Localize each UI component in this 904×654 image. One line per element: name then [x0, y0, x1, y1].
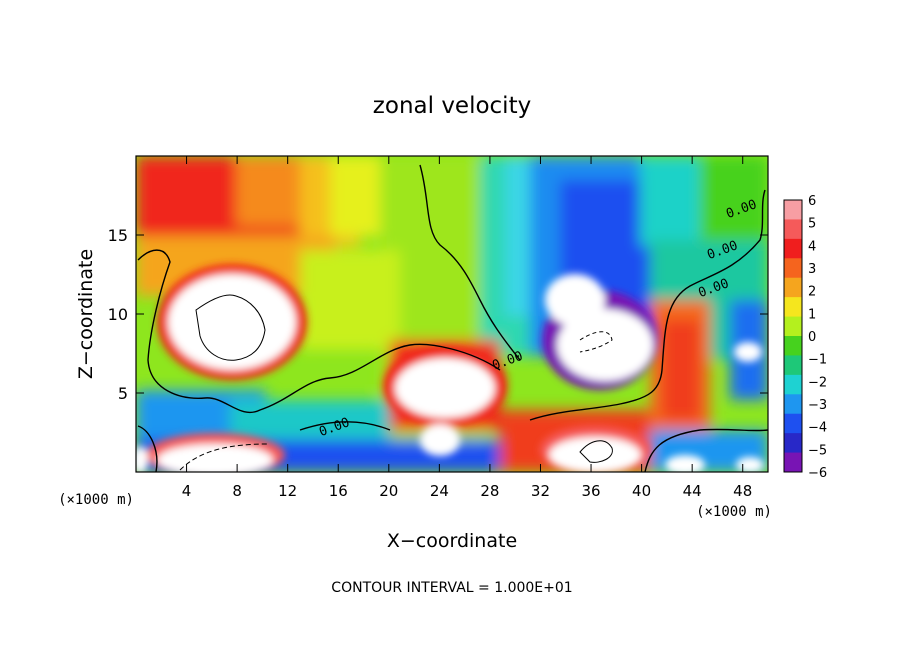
x-tick-label: 32 — [531, 482, 550, 500]
x-tick-label: 8 — [232, 482, 242, 500]
colorbar-level-label: 5 — [808, 217, 816, 232]
colorbar-swatch — [784, 297, 802, 318]
colorbar-swatch — [784, 219, 802, 240]
colorbar-level-label: 0 — [808, 330, 816, 345]
x-tick-label: 4 — [182, 482, 192, 500]
colorbar-swatch — [784, 258, 802, 279]
contour-interval-footer: CONTOUR INTERVAL = 1.000E+01 — [331, 580, 572, 596]
chart-title: zonal velocity — [373, 93, 531, 119]
x-tick-label: 40 — [632, 482, 651, 500]
x-tick-label: 44 — [683, 482, 702, 500]
z-unit-label: (×1000 m) — [58, 492, 134, 508]
colorbar-level-label: −6 — [808, 466, 827, 481]
zero-contours — [137, 164, 768, 472]
x-axis-label: X−coordinate — [387, 530, 517, 552]
x-tick-label: 48 — [733, 482, 752, 500]
colorbar-swatch — [784, 413, 802, 434]
colorbar-level-label: 1 — [808, 307, 816, 322]
colorbar-swatch — [784, 433, 802, 454]
colorbar-swatch — [784, 316, 802, 337]
colorbar-frame — [783, 199, 803, 473]
y-axis: 5 10 15 — [108, 226, 768, 403]
x-tick-label: 36 — [581, 482, 600, 500]
y-tick-label: 15 — [108, 226, 128, 245]
colorbar-level-label: −5 — [808, 443, 827, 458]
colorbar-swatch — [784, 394, 802, 415]
colorbar-swatch — [784, 452, 802, 473]
y-tick-label: 10 — [108, 305, 128, 324]
x-tick-label: 12 — [278, 482, 297, 500]
x-unit-label: (×1000 m) — [696, 504, 772, 520]
colorbar-swatch — [784, 336, 802, 356]
colorbar-level-label: −3 — [808, 398, 827, 413]
colorbar-swatch — [784, 277, 802, 298]
colorbar-level-label: 3 — [808, 262, 816, 277]
x-tick-label: 16 — [329, 482, 348, 500]
colorbar-swatch — [784, 238, 802, 259]
colorbar-swatch — [784, 200, 802, 220]
colorbar-level-label: −2 — [808, 375, 827, 390]
colorbar-level-label: −4 — [808, 421, 827, 436]
y-axis-label: Z−coordinate — [75, 249, 97, 379]
x-tick-label: 28 — [480, 482, 499, 500]
colorbar-swatch — [784, 355, 802, 376]
x-tick-label: 20 — [379, 482, 398, 500]
x-axis: 4 8 12 16 20 24 28 32 36 40 44 48 — [182, 156, 752, 500]
x-tick-label: 24 — [430, 482, 449, 500]
colorbar-level-label: 2 — [808, 285, 816, 300]
y-tick-label: 5 — [118, 384, 128, 403]
colorbar-level-label: 4 — [808, 239, 816, 254]
colorbar: 6 5 4 3 2 1 0 −1 −2 −3 −4 −5 −6 — [783, 194, 827, 481]
colorbar-swatch — [784, 374, 802, 395]
colorbar-level-label: 6 — [808, 194, 816, 209]
colorbar-level-label: −1 — [808, 353, 827, 368]
heatmap-field — [136, 156, 768, 472]
